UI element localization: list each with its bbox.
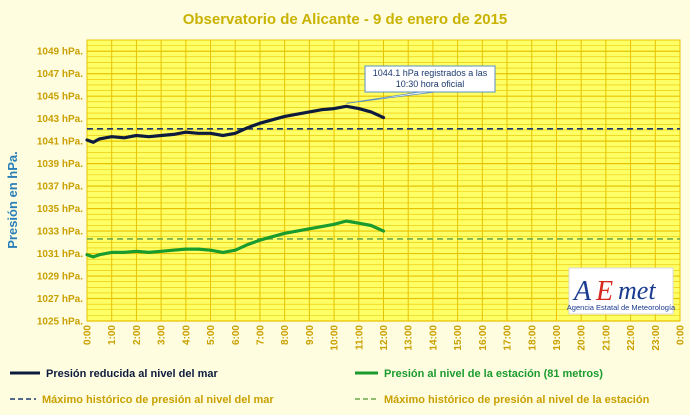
y-tick-label: 1045 hPa. [37,92,83,103]
legend-label-sea-level: Presión reducida al nivel del mar [46,368,219,380]
legend-label-max-sea-level: Máximo histórico de presión al nivel del… [42,394,274,406]
x-tick-label: 5:00 [206,325,217,345]
y-tick-label: 1043 hPa. [37,114,83,125]
legend-label-max-station: Máximo histórico de presión al nivel de … [384,394,650,406]
series-line-sea-level [85,104,386,144]
y-tick-label: 1031 hPa. [37,249,83,260]
annotation-box [364,65,496,93]
x-tick-label: 19:00 [552,325,563,351]
logo-met: met [618,276,656,305]
x-tick-label: 23:00 [651,325,662,351]
y-tick-label: 1025 hPa. [37,317,83,328]
x-tick-label: 1:00 [107,325,118,345]
x-tick-label: 6:00 [231,325,242,345]
x-tick-label: 13:00 [404,325,415,351]
y-tick-label: 1029 hPa. [37,272,83,283]
y-tick-label: 1035 hPa. [37,204,83,215]
x-tick-label: 0:00 [676,325,687,345]
x-tick-label: 12:00 [379,325,390,351]
logo-letter-a: A [572,276,592,307]
x-tick-label: 21:00 [601,325,612,351]
y-tick-label: 1039 hPa. [37,159,83,170]
x-tick-label: 8:00 [280,325,291,345]
y-axis-label: Presión en hPa. [5,151,20,249]
x-tick-label: 3:00 [157,325,168,345]
x-tick-label: 7:00 [255,325,266,345]
x-tick-label: 11:00 [354,325,365,350]
y-tick-label: 1041 hPa. [37,137,83,148]
logo-subtitle: Agencia Estatal de Meteorología [567,303,676,312]
x-tick-label: 0:00 [83,325,94,345]
x-tick-label: 20:00 [577,325,588,351]
chart-title: Observatorio de Alicante - 9 de enero de… [183,11,508,28]
annotation-line-2: 10:30 hora oficial [396,79,465,89]
legend: Presión reducida al nivel del mar Presió… [10,368,650,406]
series-line-station [85,219,386,259]
x-tick-label: 9:00 [305,325,316,345]
x-tick-label: 18:00 [527,325,538,351]
annotation-line-1: 1044.1 hPa registrados a las [373,68,488,78]
x-tick-label: 2:00 [132,325,143,345]
x-tick-label: 10:00 [330,325,341,351]
y-tick-label: 1047 hPa. [37,69,83,80]
y-tick-label: 1033 hPa. [37,227,83,238]
y-tick-label: 1049 hPa. [37,47,83,58]
x-tick-label: 14:00 [428,325,439,351]
x-tick-label: 4:00 [181,325,192,345]
y-tick-label: 1037 hPa. [37,182,83,193]
legend-label-station: Presión al nivel de la estación (81 metr… [384,368,603,380]
x-tick-label: 15:00 [453,325,464,351]
x-tick-label: 17:00 [503,325,514,351]
y-tick-label: 1027 hPa. [37,294,83,305]
x-tick-label: 16:00 [478,325,489,351]
aemet-logo: A E met Agencia Estatal de Meteorología [567,267,676,315]
logo-letter-e: E [595,276,613,307]
x-tick-label: 22:00 [626,325,637,351]
